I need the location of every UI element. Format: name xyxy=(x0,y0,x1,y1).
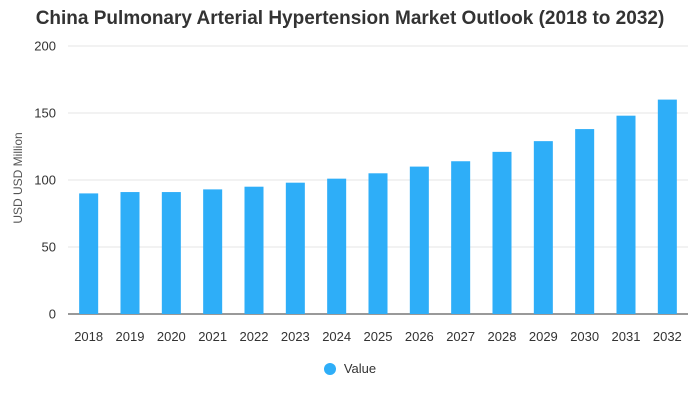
x-tick-label: 2019 xyxy=(116,329,145,344)
bar-2028 xyxy=(492,151,512,314)
x-tick-label: 2028 xyxy=(488,329,517,344)
bar-2022 xyxy=(244,186,264,314)
chart-title: China Pulmonary Arterial Hypertension Ma… xyxy=(35,8,665,29)
legend: Value xyxy=(0,361,700,376)
x-tick-label: 2018 xyxy=(74,329,103,344)
bar-2024 xyxy=(327,178,347,314)
y-tick-label: 150 xyxy=(34,106,56,121)
x-tick-label: 2031 xyxy=(612,329,641,344)
legend-swatch-value xyxy=(323,362,336,375)
x-tick-label: 2023 xyxy=(281,329,310,344)
bar-2025 xyxy=(368,173,388,314)
bar-2027 xyxy=(451,161,471,314)
y-tick-label: 200 xyxy=(34,39,56,54)
x-tick-label: 2021 xyxy=(198,329,227,344)
x-tick-label: 2022 xyxy=(240,329,269,344)
bar-2023 xyxy=(285,182,305,314)
y-axis-ticks: 0 50 100 150 200 xyxy=(34,39,56,322)
y-axis-label: USD USD Million xyxy=(11,132,25,223)
x-tick-label: 2024 xyxy=(322,329,351,344)
bar-2019 xyxy=(120,192,140,314)
bar-2018 xyxy=(79,193,99,314)
bar-2029 xyxy=(533,141,553,314)
bar-2021 xyxy=(203,189,223,314)
x-tick-label: 2029 xyxy=(529,329,558,344)
y-tick-label: 50 xyxy=(42,240,56,255)
bar-2026 xyxy=(409,166,429,314)
bar-2032 xyxy=(657,99,677,314)
y-tick-label: 0 xyxy=(49,307,56,322)
x-axis-ticks: 2018 2019 2020 2021 2022 2023 2024 2025 2026 2027… xyxy=(74,329,682,344)
x-tick-label: 2030 xyxy=(570,329,599,344)
x-tick-label: 2027 xyxy=(446,329,475,344)
x-tick-label: 2020 xyxy=(157,329,186,344)
legend-label-value: Value xyxy=(343,361,377,376)
x-tick-label: 2032 xyxy=(653,329,682,344)
bar-series xyxy=(79,99,677,315)
bar-2030 xyxy=(575,129,595,314)
x-tick-label: 2025 xyxy=(364,329,393,344)
x-tick-label: 2026 xyxy=(405,329,434,344)
bar-2031 xyxy=(616,115,636,315)
y-tick-label: 100 xyxy=(34,173,56,188)
bar-2020 xyxy=(161,192,181,314)
